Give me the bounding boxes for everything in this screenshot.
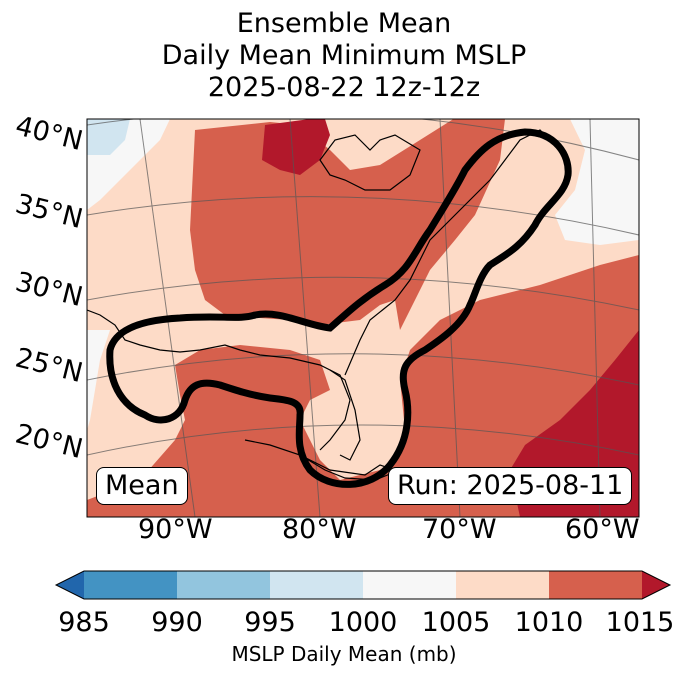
colorbar-label: MSLP Daily Mean (mb) bbox=[231, 642, 457, 666]
colorbar-extend-low bbox=[56, 571, 84, 599]
graticule bbox=[87, 119, 639, 517]
colorbar-tick-990: 990 bbox=[151, 607, 203, 638]
run-date-badge: Run: 2025-08-11 bbox=[388, 467, 633, 505]
mslp-field bbox=[87, 119, 639, 517]
field-1010-1015-land bbox=[190, 119, 505, 330]
colorbar-tick-1000: 1000 bbox=[328, 607, 398, 638]
parallel-20n bbox=[87, 424, 639, 456]
lon-label-70w: 70°W bbox=[422, 514, 497, 545]
colorbar-bin-1010-1015 bbox=[549, 571, 642, 599]
great-lakes bbox=[319, 134, 421, 191]
colorbar-tick-1005: 1005 bbox=[421, 607, 491, 638]
field-1010-1015-south bbox=[87, 255, 639, 517]
field-995-1000 bbox=[87, 119, 130, 155]
gulf-coast bbox=[87, 309, 351, 451]
mean-badge: Mean bbox=[96, 467, 188, 505]
map-frame bbox=[86, 118, 640, 518]
parallel-25n bbox=[87, 353, 639, 386]
meridian-70w bbox=[439, 119, 461, 517]
lon-label-60w: 60°W bbox=[565, 514, 640, 545]
florida-coast bbox=[329, 369, 361, 461]
colorbar-tick-1015: 1015 bbox=[605, 607, 675, 638]
colorbar-tick-995: 995 bbox=[244, 607, 296, 638]
parallel-40n bbox=[87, 119, 639, 161]
field-1000-1005-w bbox=[87, 330, 110, 430]
field-1015-north bbox=[262, 119, 330, 175]
colorbar-bin-995-1000 bbox=[270, 571, 363, 599]
colorbar-bin-990-995 bbox=[177, 571, 270, 599]
meridian-60w bbox=[589, 119, 601, 517]
lon-label-90w: 90°W bbox=[138, 514, 213, 545]
field-1000-1005-ne bbox=[555, 119, 639, 245]
colorbar-bin-1000-1005 bbox=[363, 571, 456, 599]
meridian-80w bbox=[289, 119, 321, 517]
colorbar-outline bbox=[54, 570, 672, 600]
title-line-2: Daily Mean Minimum MSLP bbox=[161, 40, 527, 71]
colorbar-bin-985-990 bbox=[84, 571, 177, 599]
contour-1010 bbox=[106, 128, 572, 488]
colorbar-tick-1010: 1010 bbox=[514, 607, 584, 638]
lon-label-80w: 80°W bbox=[282, 514, 357, 545]
colorbar-extend-high bbox=[642, 571, 670, 599]
colorbar-tick-985: 985 bbox=[58, 607, 110, 638]
title-line-3: 2025-08-22 12z-12z bbox=[207, 72, 481, 103]
title-line-1: Ensemble Mean bbox=[236, 8, 452, 39]
colorbar-bin-1005-1010 bbox=[456, 571, 549, 599]
parallel-35n bbox=[87, 196, 639, 236]
